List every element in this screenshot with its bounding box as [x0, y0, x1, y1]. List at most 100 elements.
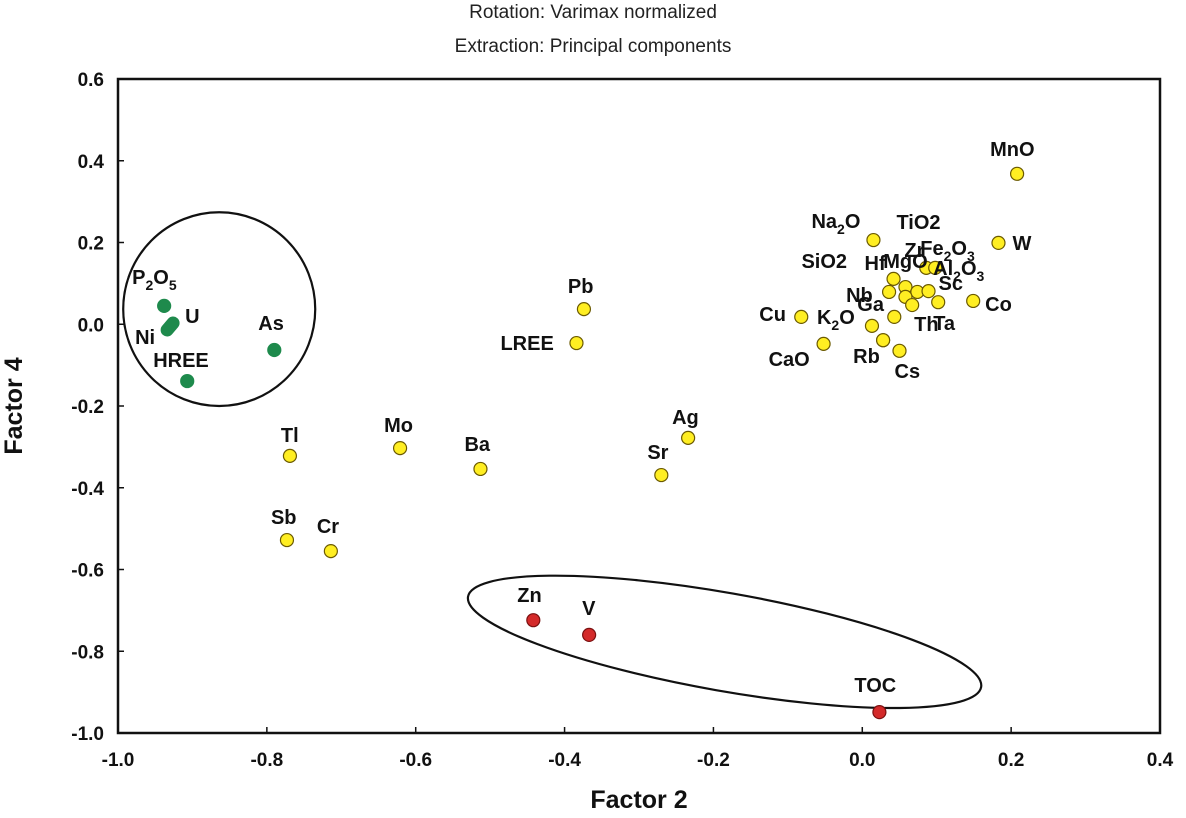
data-point-hree	[180, 373, 195, 389]
x-tick-label: -0.8	[250, 750, 283, 771]
data-point-co	[966, 293, 981, 309]
green-cluster-ellipse	[122, 211, 317, 408]
point-label-nb: Nb	[846, 285, 873, 307]
y-tick-label: -0.6	[71, 561, 104, 582]
point-label-as: As	[258, 313, 284, 335]
data-point-ga	[887, 309, 902, 324]
point-label-pb: Pb	[568, 276, 594, 298]
point-label-ga: Ga	[857, 294, 885, 316]
data-point-tl	[282, 448, 298, 463]
data-point-ag	[681, 430, 696, 445]
point-label-k2o: K2O	[817, 307, 855, 333]
data-point-al2o3	[905, 297, 920, 313]
point-label-sc: Sc	[939, 273, 963, 295]
point-label-sb: Sb	[271, 507, 297, 529]
point-label-fe2o3: Fe2O3	[920, 238, 975, 264]
point-label-zr: Zr	[904, 240, 924, 262]
data-point-as	[267, 342, 282, 358]
point-label-ta: Ta	[933, 313, 956, 335]
data-point-hf	[886, 271, 901, 286]
point-label-tio2: TiO2	[896, 212, 940, 234]
point-label-toc: TOC	[854, 675, 896, 697]
point-label-ag: Ag	[672, 407, 699, 429]
point-label-u: U	[185, 306, 199, 328]
y-tick-label: 0.0	[78, 315, 104, 336]
point-label-hf: Hf	[865, 253, 886, 275]
y-tick-label: -0.4	[71, 479, 104, 500]
point-label-lree: LREE	[500, 333, 553, 355]
point-label-zn: Zn	[517, 585, 541, 607]
y-tick-label: -0.8	[71, 642, 104, 663]
y-tick-label: 0.2	[78, 234, 104, 255]
point-label-w: W	[1012, 233, 1031, 255]
data-point-ta	[931, 295, 946, 310]
x-tick-label: 0.2	[998, 750, 1024, 771]
data-point-cs	[892, 343, 907, 358]
point-label-sio2: SiO2	[801, 251, 847, 273]
data-point-sc	[921, 284, 936, 299]
point-label-sr: Sr	[647, 442, 668, 464]
data-point-v	[582, 627, 597, 643]
point-label-na2o: Na2O	[811, 211, 860, 237]
data-point-toc	[872, 705, 887, 720]
data-point-ba	[473, 461, 488, 477]
point-label-ni: Ni	[135, 327, 155, 349]
y-tick-label: -0.2	[71, 397, 104, 418]
point-label-cs: Cs	[895, 361, 921, 383]
data-point-lree	[569, 335, 584, 351]
plot-frame	[116, 77, 1162, 735]
data-point-nb	[881, 284, 897, 300]
data-point-w	[991, 235, 1006, 251]
x-tick-label: 0.0	[849, 750, 875, 771]
chart-title-rotation: Rotation: Varimax normalized	[469, 2, 717, 23]
y-tick-label: 0.6	[78, 70, 104, 91]
data-point-ni-u	[160, 316, 180, 337]
point-label-cr: Cr	[317, 516, 339, 538]
point-label-mo: Mo	[384, 415, 413, 437]
point-label-cu: Cu	[759, 304, 786, 326]
cluster-ellipses	[122, 211, 983, 710]
data-point-p2o5	[157, 298, 172, 313]
data-point-zn	[526, 613, 541, 628]
point-label-cao: CaO	[769, 349, 810, 371]
data-point-mno	[1009, 166, 1025, 181]
data-point-mo	[392, 441, 408, 456]
data-point-cr	[323, 544, 338, 559]
y-tick-label: -1.0	[71, 724, 104, 745]
point-label-p2o5: P2O5	[132, 267, 177, 293]
x-tick-label: 0.4	[1147, 750, 1174, 771]
x-axis-ticks: -1.0 -0.8 -0.6 -0.4 -0.2 0.0 0.2 0.4	[102, 727, 1174, 771]
data-point-rb	[876, 333, 891, 348]
x-tick-label: -0.2	[697, 750, 730, 771]
x-tick-label: -0.6	[399, 750, 432, 771]
data-point-sb	[279, 532, 295, 548]
point-label-co: Co	[985, 294, 1012, 316]
red-cluster-ellipse	[466, 574, 983, 710]
point-label-mno: MnO	[990, 139, 1034, 161]
chart-title-extraction: Extraction: Principal components	[455, 36, 732, 57]
data-point-na2o	[866, 232, 881, 248]
data-point-cu	[794, 309, 809, 324]
point-label-v: V	[582, 598, 596, 620]
data-point-sr	[654, 467, 669, 483]
point-label-hree: HREE	[153, 350, 209, 372]
data-point-mgo	[928, 260, 943, 275]
point-label-al2o3: Al2O3	[933, 258, 984, 284]
data-point-pb	[576, 302, 592, 317]
data-points	[157, 166, 1025, 720]
point-label-tl: Tl	[281, 425, 299, 447]
point-label-rb: Rb	[853, 346, 880, 368]
x-axis-label: Factor 2	[590, 786, 687, 814]
y-axis-label: Factor 4	[0, 357, 28, 454]
point-label-ba: Ba	[464, 434, 490, 456]
data-point-cao	[816, 336, 831, 351]
data-point-k2o	[864, 318, 880, 333]
x-tick-label: -1.0	[102, 750, 135, 771]
y-tick-label: 0.4	[78, 152, 105, 173]
y-axis-ticks: -1.0 -0.8 -0.6 -0.4 -0.2 0.0 0.2 0.4 0.6	[71, 70, 124, 745]
x-tick-label: -0.4	[548, 750, 581, 771]
point-label-th: Th	[914, 314, 938, 336]
point-label-mgo: MgO	[883, 251, 927, 273]
